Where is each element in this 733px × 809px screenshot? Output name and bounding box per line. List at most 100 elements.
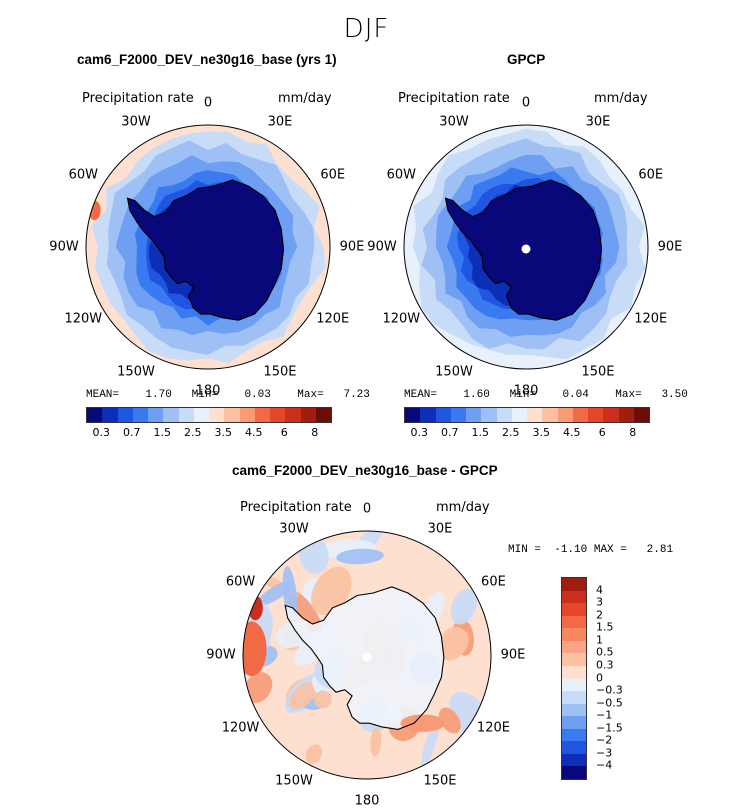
lon-label: 90W: [49, 239, 79, 255]
lon-label: 90E: [339, 239, 365, 255]
colorbar-tick-label: 0.7: [441, 426, 459, 439]
mean-value: 1.60: [463, 389, 490, 401]
variable-label: Precipitation rate: [398, 91, 510, 106]
colorbar-swatch: [562, 678, 586, 692]
lon-label: 120E: [476, 720, 510, 736]
lon-label: 120E: [634, 311, 668, 327]
colorbar-swatch: [405, 408, 421, 422]
colorbar-swatch: [148, 408, 164, 422]
colorbar-tick-label: 0.7: [123, 426, 141, 439]
lon-label: 30W: [279, 521, 309, 537]
colorbar-swatch: [562, 628, 586, 641]
colorbar-tick-label: 0.3: [596, 658, 614, 672]
lon-label: 30W: [439, 114, 469, 130]
colorbar-tick-label: −0.5: [596, 696, 623, 710]
colorbar-tick-label: 0.3: [410, 426, 429, 439]
colorbar-swatch: [224, 408, 240, 422]
lon-label: 90W: [206, 647, 236, 663]
lon-label: 30E: [585, 114, 611, 130]
panel-title: cam6_F2000_DEV_ne30g16_base (yrs 1): [77, 52, 337, 67]
colorbar-swatch: [542, 408, 558, 422]
colorbar-tick-label: 2: [596, 608, 603, 622]
anomaly-patch: [311, 566, 352, 615]
colorbar-swatch: [193, 408, 209, 422]
colorbar-tick-label: −4: [596, 758, 613, 772]
lon-label: 60W: [386, 167, 416, 183]
stats-line: MEAN= 1.70 Min= 0.03 Max= 7.23: [86, 389, 370, 401]
colorbar-tick-label: 8: [629, 426, 637, 439]
max-value: 3.50: [661, 389, 688, 401]
colorbar-swatch: [87, 408, 103, 422]
lon-label: 0: [203, 95, 213, 111]
colorbar-tick-label: 0: [596, 671, 603, 684]
colorbar-swatch: [102, 408, 118, 422]
lon-label: 120W: [221, 720, 260, 736]
colorbar-tick-label: 3.5: [532, 426, 551, 439]
stats-line: MIN = -1.10 MAX = 2.81: [508, 544, 673, 556]
colorbar-swatch: [618, 408, 634, 422]
colorbar-tick-label: 3.5: [214, 426, 233, 439]
colorbar-swatch: [633, 408, 649, 422]
colorbar-swatch: [562, 716, 586, 729]
anomaly-hotspot: [247, 595, 263, 621]
anomaly-patch: [438, 707, 461, 734]
lon-label: 60W: [68, 167, 98, 183]
colorbar-swatch: [572, 408, 588, 422]
lon-label: 180: [513, 383, 539, 399]
anomaly-patch: [288, 681, 318, 710]
pole-marker: [521, 244, 531, 254]
coastline: [126, 179, 285, 321]
colorbar-swatch: [562, 741, 586, 754]
anomaly-patch: [370, 727, 382, 757]
colorbar-swatch: [435, 408, 451, 422]
panel-title: GPCP: [507, 52, 546, 67]
anomaly-hotspot: [243, 621, 267, 677]
colorbar-swatch: [270, 408, 286, 422]
lon-label: 60E: [320, 167, 346, 183]
lon-label: 0: [362, 501, 372, 517]
max-value: 2.81: [646, 544, 674, 556]
colorbar-swatch: [178, 408, 194, 422]
anomaly-hotspot: [400, 714, 446, 732]
max-value: 7.23: [343, 389, 370, 401]
min-label: Min=: [191, 389, 219, 401]
lon-label: 150E: [423, 773, 457, 789]
anomaly-patch: [421, 720, 440, 768]
colorbar-swatch: [239, 408, 255, 422]
colorbar: [404, 407, 650, 423]
lon-label: 60E: [638, 167, 664, 183]
colorbar-swatch: [562, 578, 586, 591]
map-border: [403, 124, 649, 370]
lon-label: 150W: [117, 364, 155, 380]
lon-label: 30W: [121, 114, 151, 130]
colorbar-tick-label: 0.5: [596, 645, 614, 659]
map-border: [85, 124, 331, 370]
mean-label: MEAN=: [86, 389, 120, 401]
colorbar-swatch: [562, 665, 586, 679]
season-title: DJF: [343, 14, 390, 44]
lon-label: 120E: [316, 311, 350, 327]
mean-value: 1.70: [145, 389, 172, 401]
lon-label: 60E: [481, 574, 506, 590]
lon-label: 90E: [657, 239, 683, 255]
lon-label: 60W: [225, 574, 256, 590]
colorbar-tick-label: 1.5: [153, 426, 172, 439]
vertical-colorbar: [561, 577, 587, 780]
colorbar-swatch: [562, 728, 586, 742]
colorbar-swatch: [562, 603, 586, 616]
colorbar: [86, 407, 332, 423]
lon-label: 30E: [267, 114, 293, 130]
colorbar-tick-label: 6: [598, 426, 606, 439]
mean-label: MEAN=: [404, 389, 438, 401]
min-label: Min=: [509, 389, 537, 401]
colorbar-tick-label: 6: [280, 426, 288, 439]
anomaly-patch: [256, 580, 294, 606]
colorbar-swatch: [481, 408, 497, 422]
colorbar-swatch: [420, 408, 436, 422]
anomaly-patch: [313, 690, 332, 709]
lon-label: 30E: [427, 521, 453, 537]
colorbar-tick-label: −3: [596, 746, 613, 760]
max-label: MAX =: [593, 544, 627, 556]
colorbar-swatch: [588, 408, 604, 422]
